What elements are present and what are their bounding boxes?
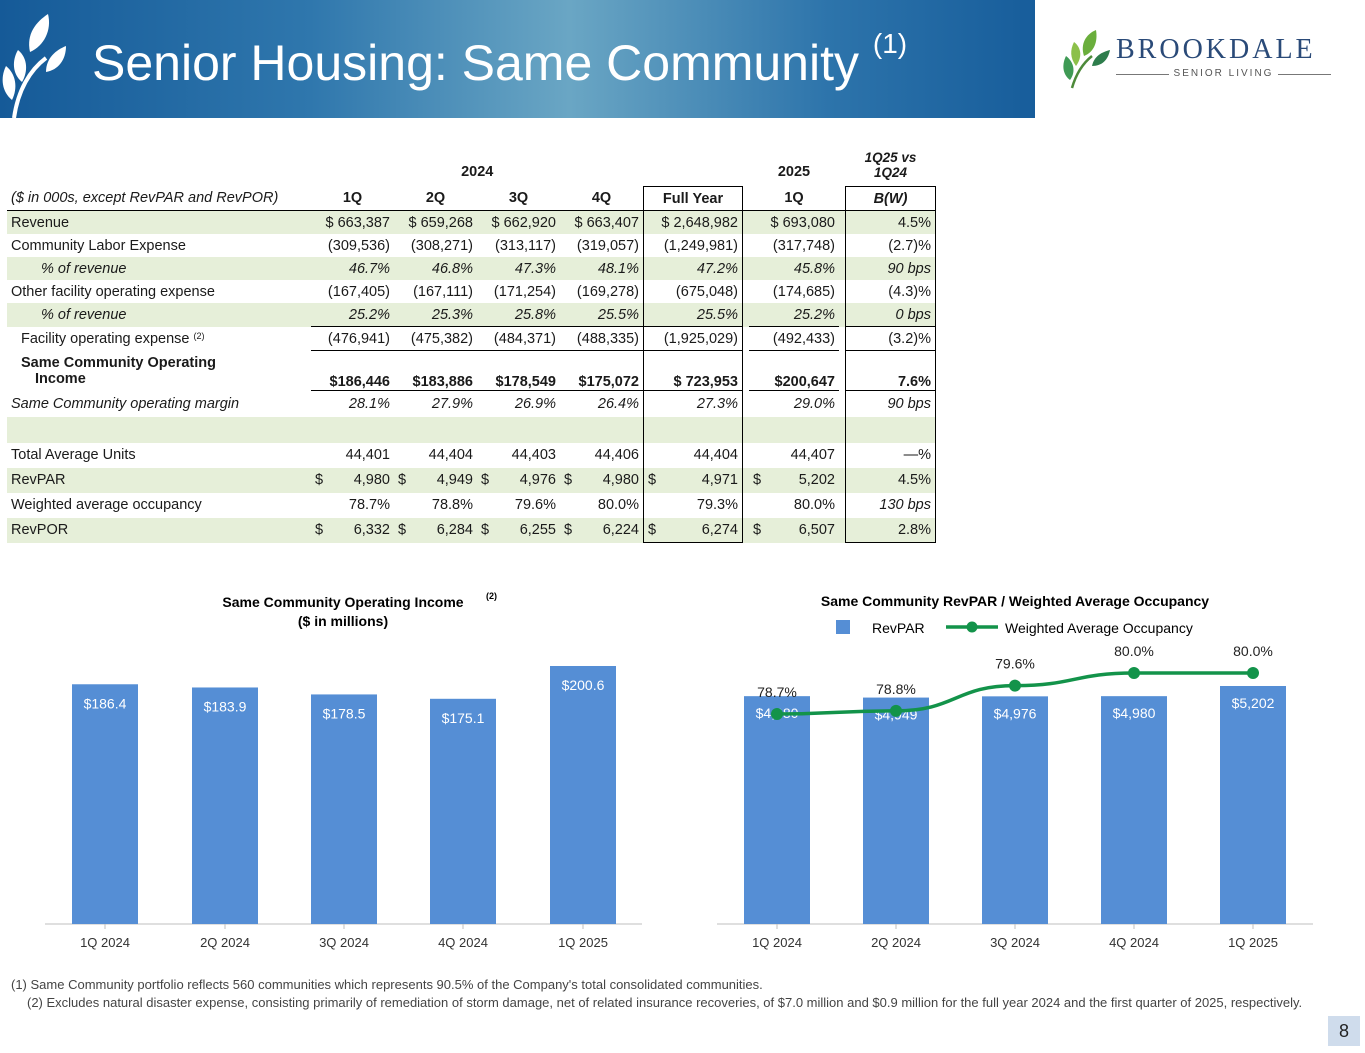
revpar-bar bbox=[744, 696, 810, 924]
occupancy-label: 79.6% bbox=[995, 656, 1035, 672]
logo-subtitle: SENIOR LIVING bbox=[1116, 68, 1331, 79]
income-bar bbox=[72, 684, 138, 924]
table-row: Other facility operating expense (167,40… bbox=[7, 280, 936, 303]
x-tick-label: 4Q 2024 bbox=[1109, 935, 1159, 950]
x-tick-label: 2Q 2024 bbox=[200, 935, 250, 950]
brookdale-logo: BROOKDALE SENIOR LIVING bbox=[1062, 28, 1342, 92]
leaf-icon bbox=[2, 14, 66, 118]
year-2025-header: 2025 bbox=[777, 164, 811, 180]
table-row: RevPOR $6,332 $6,284 $6,255 $6,224 $6,27… bbox=[7, 517, 936, 543]
title-banner: Senior Housing: Same Community (1) bbox=[0, 0, 1035, 118]
charts-area: Same Community Operating Income (2) ($ i… bbox=[45, 591, 1313, 950]
occupancy-point bbox=[1128, 667, 1140, 679]
occupancy-label: 78.7% bbox=[757, 684, 797, 700]
revpar-bar bbox=[1220, 686, 1286, 924]
occupancy-point bbox=[890, 704, 902, 717]
year-2024-header: 2024 bbox=[461, 164, 494, 180]
chart1-title: Same Community Operating Income bbox=[222, 594, 463, 610]
chart1-title-sup: (2) bbox=[486, 591, 497, 601]
table-row: Same Community Operating Income $186,446 $… bbox=[7, 350, 936, 391]
table-row: Total Average Units 44,401 44,404 44,403 4… bbox=[7, 442, 936, 468]
revpar-bar-label: $5,202 bbox=[1232, 695, 1275, 711]
occupancy-label: 80.0% bbox=[1233, 643, 1273, 659]
table-row: Facility operating expense (2) (476,941)… bbox=[7, 326, 936, 351]
page-number: 8 bbox=[1328, 1016, 1360, 1046]
units-note: ($ in 000s, except RevPAR and RevPOR) bbox=[7, 186, 311, 211]
income-bar-label: $200.6 bbox=[562, 677, 605, 693]
chart1-subtitle: ($ in millions) bbox=[298, 613, 388, 629]
occupancy-label: 78.8% bbox=[876, 681, 916, 697]
footnote-1: (1) Same Community portfolio reflects 56… bbox=[11, 977, 763, 992]
page-title: Senior Housing: Same Community (1) bbox=[92, 28, 908, 91]
table-spacer-row bbox=[7, 416, 936, 443]
x-tick-label: 3Q 2024 bbox=[319, 935, 369, 950]
legend-occupancy-label: Weighted Average Occupancy bbox=[1005, 620, 1193, 636]
income-bar bbox=[550, 666, 616, 924]
revpar-bar bbox=[863, 697, 929, 924]
legend-revpar-swatch bbox=[836, 620, 850, 634]
footnote-2: (2) Excludes natural disaster expense, c… bbox=[27, 995, 1303, 1010]
occupancy-point bbox=[1247, 667, 1259, 679]
table-row: Weighted average occupancy 78.7% 78.8% 79… bbox=[7, 492, 936, 518]
table-row: % of revenue 46.7% 46.8% 47.3% 48.1% 47.2%… bbox=[7, 257, 936, 280]
table-row: % of revenue 25.2% 25.3% 25.8% 25.5% 25.5%… bbox=[7, 303, 936, 327]
revpar-bar-label: $4,980 bbox=[1113, 705, 1156, 721]
legend-revpar-label: RevPAR bbox=[872, 620, 925, 636]
financial-table: 2024 2025 1Q25 vs 1Q24 ($ in 000s, except… bbox=[7, 150, 936, 543]
table-row: Revenue $ 663,387 $ 659,268 $ 662,920 $ 66… bbox=[7, 210, 936, 234]
occupancy-point bbox=[1009, 679, 1021, 692]
table-row: RevPAR $4,980 $4,949 $4,976 $4,980 $4,97… bbox=[7, 467, 936, 493]
income-bar-label: $178.5 bbox=[323, 705, 366, 721]
x-tick-label: 3Q 2024 bbox=[990, 935, 1040, 950]
income-bar-label: $183.9 bbox=[204, 698, 247, 714]
revpar-bar bbox=[982, 696, 1048, 924]
table-row: Same Community operating margin 28.1% 27.… bbox=[7, 390, 936, 417]
logo-wordmark: BROOKDALE bbox=[1116, 34, 1316, 65]
x-tick-label: 2Q 2024 bbox=[871, 935, 921, 950]
x-tick-label: 1Q 2025 bbox=[558, 935, 608, 950]
column-header-row: ($ in 000s, except RevPAR and RevPOR) 1Q… bbox=[7, 186, 936, 211]
x-tick-label: 1Q 2024 bbox=[752, 935, 802, 950]
income-bar bbox=[311, 694, 377, 924]
revpar-bar-label: $4,976 bbox=[994, 705, 1037, 721]
logo-leaf-icon bbox=[1063, 30, 1110, 89]
revpar-bar bbox=[1101, 696, 1167, 924]
occupancy-label: 80.0% bbox=[1114, 643, 1154, 659]
chart2-title: Same Community RevPAR / Weighted Average… bbox=[821, 593, 1209, 609]
legend-occupancy-marker bbox=[966, 621, 978, 633]
income-bar bbox=[192, 687, 258, 924]
x-tick-label: 4Q 2024 bbox=[438, 935, 488, 950]
comparison-header: 1Q25 vs 1Q24 bbox=[864, 150, 917, 180]
income-bar-label: $186.4 bbox=[84, 695, 127, 711]
occupancy-point bbox=[771, 708, 783, 720]
table-row: Community Labor Expense (309,536) (308,27… bbox=[7, 234, 936, 257]
income-bar bbox=[430, 698, 496, 924]
x-tick-label: 1Q 2024 bbox=[80, 935, 130, 950]
income-bar-label: $175.1 bbox=[442, 710, 485, 726]
x-tick-label: 1Q 2025 bbox=[1228, 935, 1278, 950]
